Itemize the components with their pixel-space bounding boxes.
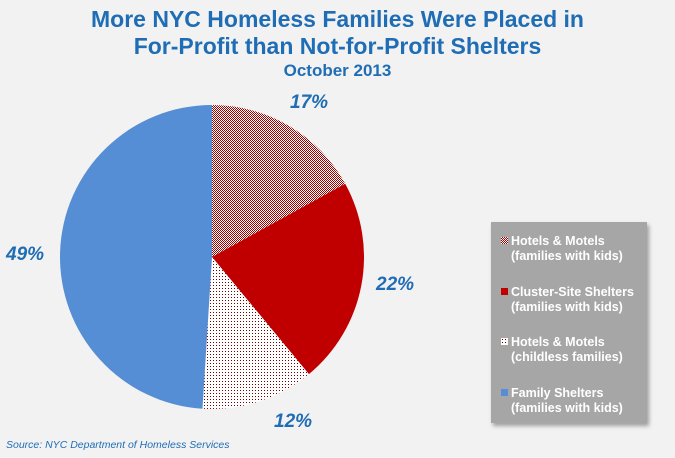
chart-subtitle: October 2013 xyxy=(283,61,392,80)
legend-label-line2: (families with kids) xyxy=(511,401,623,415)
legend-swatch xyxy=(501,288,508,295)
legend-item-cluster-site: Cluster-Site Shelters (families with kid… xyxy=(501,285,634,315)
legend-label-line2: (families with kids) xyxy=(511,249,623,263)
legend-label-line2: (families with kids) xyxy=(511,300,623,314)
legend-swatch xyxy=(501,237,508,244)
source-note: Source: NYC Department of Homeless Servi… xyxy=(6,439,230,451)
pie-slice-0 xyxy=(212,105,346,257)
chart-title-line-2: For-Profit than Not-for-Profit Shelters xyxy=(133,33,542,59)
pie-slice-2 xyxy=(202,257,309,409)
legend-item-family-shelters: Family Shelters (families with kids) xyxy=(501,386,623,416)
data-label-slice-3: 49% xyxy=(6,244,45,265)
legend-label-line1: Hotels & Motels xyxy=(511,335,605,349)
legend-swatch xyxy=(501,389,508,396)
data-label-slice-1: 22% xyxy=(376,274,415,295)
legend-label-line2: (childless families) xyxy=(511,350,623,364)
legend-swatch xyxy=(501,338,508,345)
pie-slice-3 xyxy=(59,105,212,409)
legend: Hotels & Motels (families with kids) Clu… xyxy=(491,222,647,423)
pie-slice-1 xyxy=(212,183,365,375)
legend-item-hotels-childless: Hotels & Motels (childless families) xyxy=(501,335,623,365)
data-label-slice-0: 17% xyxy=(290,92,329,113)
legend-item-hotels-kids: Hotels & Motels (families with kids) xyxy=(501,234,623,264)
chart-title-line-1: More NYC Homeless Families Were Placed i… xyxy=(91,6,584,32)
legend-label-line1: Cluster-Site Shelters xyxy=(511,285,634,299)
legend-label-line1: Hotels & Motels xyxy=(511,234,605,248)
legend-label-line1: Family Shelters xyxy=(511,386,604,400)
data-label-slice-2: 12% xyxy=(274,411,313,432)
